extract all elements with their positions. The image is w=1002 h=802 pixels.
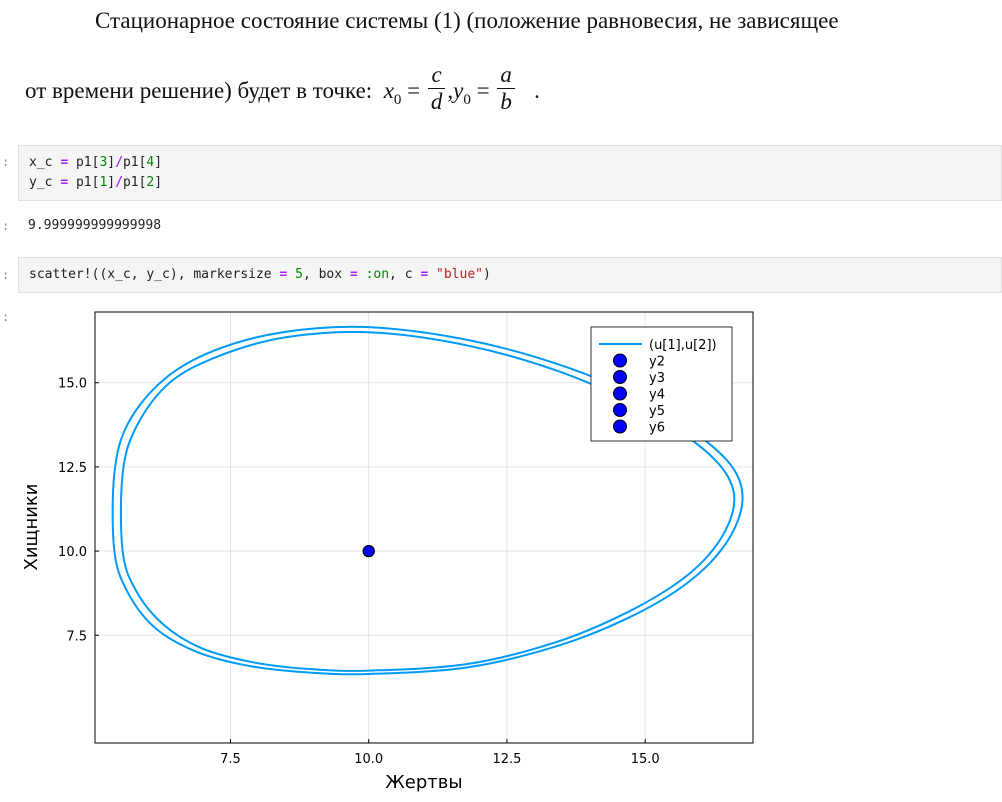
fraction-c-over-d: c d <box>427 62 446 115</box>
cell-prompt-2: : <box>2 268 10 282</box>
scatter-point-y6 <box>362 545 375 558</box>
legend-marker-y6 <box>613 419 627 434</box>
legend-label: y6 <box>649 421 665 436</box>
legend-label: y2 <box>649 355 665 370</box>
fraction-numerator-c: c <box>431 62 442 87</box>
x-variable: x <box>383 77 394 103</box>
x-tick-label: 15.0 <box>631 752 660 767</box>
x-axis-label: Жертвы <box>385 772 462 793</box>
y-variable: y <box>453 77 464 103</box>
x-tick-label: 7.5 <box>220 752 241 767</box>
legend-marker-y3 <box>613 370 627 384</box>
code-cell-2[interactable]: scatter!((x_c, y_c), markersize = 5, box… <box>18 257 1002 293</box>
trajectory-curves <box>111 325 744 676</box>
y-axis-label: Хищники <box>21 483 42 570</box>
legend-marker-y2 <box>613 353 627 368</box>
legend-label: y3 <box>649 371 665 386</box>
cell-prompt-1: : <box>2 155 10 169</box>
code-line-2: y_c = p1[1]/p1[2] <box>29 175 163 190</box>
code-line-scatter: scatter!((x_c, y_c), markersize = 5, box… <box>29 267 491 282</box>
fraction-denominator-d: d <box>427 88 446 115</box>
legend-marker-y5 <box>613 403 627 417</box>
axis-ticks: 7.5 10.0 12.5 15.0 7.5 10.0 12.5 15.0 <box>58 377 660 767</box>
x-tick-label: 12.5 <box>492 752 521 767</box>
fraction-numerator-a: a <box>500 62 512 87</box>
legend-label: (u[1],u[2]) <box>649 338 717 353</box>
legend-label: y4 <box>649 388 665 403</box>
trajectory-line <box>119 330 736 672</box>
code-line-1: x_c = p1[3]/p1[4] <box>29 155 163 170</box>
y-subscript: 0 <box>463 91 471 108</box>
y-tick-label: 7.5 <box>66 629 87 644</box>
legend-marker-y4 <box>613 386 627 401</box>
paragraph-line-2-text: от времени решение) будет в точке: <box>25 77 373 103</box>
x-tick-label: 10.0 <box>354 752 383 767</box>
fraction-denominator-b: b <box>497 88 515 115</box>
comma: , <box>447 77 454 103</box>
fraction-a-over-b: a b <box>497 62 515 115</box>
paragraph-line-1: Стационарное состояние системы (1) (поло… <box>95 8 839 33</box>
paragraph-line-2: от времени решение) будет в точке: x0 = … <box>25 62 540 119</box>
equilibrium-formula: x0 = c d ,y0 = a b . <box>378 62 540 114</box>
trajectory-line <box>111 325 744 676</box>
y-tick-label: 10.0 <box>58 545 87 560</box>
equals-sign-2: = <box>476 77 490 103</box>
phase-portrait-chart: 7.5 10.0 12.5 15.0 7.5 10.0 12.5 15.0 Жертвы Хи… <box>21 311 754 793</box>
legend-label: y5 <box>649 404 665 419</box>
x-subscript: 0 <box>393 91 402 108</box>
y-tick-label: 15.0 <box>58 377 87 392</box>
output-value: 9.999999999999998 <box>28 218 162 233</box>
output-prompt-1: : <box>2 219 10 233</box>
y-tick-label: 12.5 <box>58 461 87 476</box>
output-prompt-2: : <box>2 310 10 324</box>
period: . <box>534 77 540 103</box>
scatter-points <box>362 545 375 558</box>
legend-box <box>590 326 733 442</box>
code-cell-1[interactable]: x_c = p1[3]/p1[4] y_c = p1[1]/p1[2] <box>18 145 1002 201</box>
equals-sign-1: = <box>407 77 421 103</box>
